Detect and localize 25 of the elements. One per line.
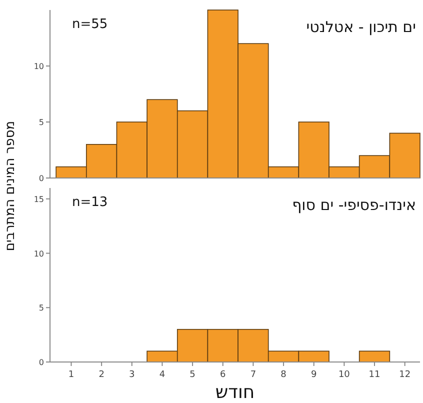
annotation: n=55: [72, 17, 108, 32]
x-tick-label: 2: [98, 370, 104, 380]
text: אינדו-פסיפי- ים סוף: [292, 196, 416, 214]
x-axis-title: חודש: [215, 382, 255, 403]
x-tick-label: 12: [399, 370, 411, 380]
x-tick-label: 7: [250, 370, 256, 380]
x-tick-label: 6: [220, 370, 226, 380]
y-tick-label: 0: [38, 358, 44, 367]
y-tick-label: 5: [38, 118, 44, 127]
x-tick-label: 5: [190, 370, 196, 380]
y-axis-title: מספר המינים המתרבים: [3, 120, 18, 252]
y-tick-label: 10: [34, 62, 44, 71]
x-tick-label: 8: [280, 370, 287, 380]
y-tick-label: 0: [38, 174, 44, 183]
x-tick-label: 1: [68, 370, 74, 380]
x-tick-label: 9: [310, 370, 317, 380]
x-tick-label: 10: [338, 370, 350, 380]
x-tick-label: 3: [129, 370, 135, 380]
y-tick-label: 10: [34, 249, 44, 258]
y-tick-label: 5: [38, 304, 44, 313]
y-tick-label: 15: [34, 194, 44, 204]
text: ים תיכון - אטלנטי: [306, 18, 416, 36]
x-tick-label: 4: [159, 370, 166, 380]
annotation: n=13: [72, 195, 108, 210]
x-tick-label: 11: [368, 370, 380, 380]
